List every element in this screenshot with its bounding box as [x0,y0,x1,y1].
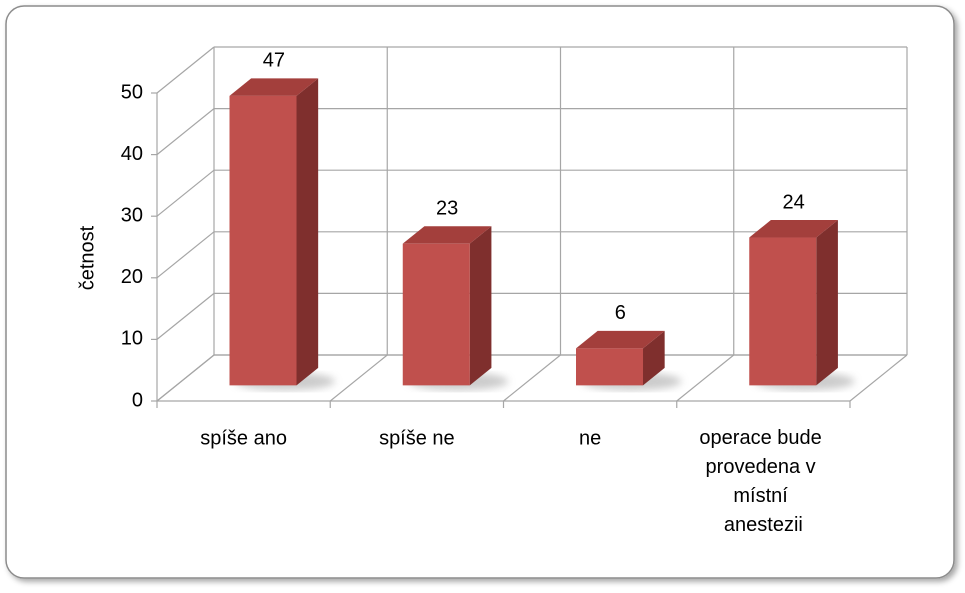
y-tick-label: 40 [121,143,143,165]
floor-line [676,354,735,402]
data-label: 23 [436,197,458,219]
bar-top [576,330,665,349]
y-tick-label: 50 [121,81,143,103]
bar-side [643,330,665,386]
bar-side [296,78,319,386]
grid-line [156,46,215,94]
bar-top [402,226,492,244]
grid-line [156,108,215,156]
x-tick-label: spíše ano [200,427,287,449]
bar-top [749,220,838,238]
bar [576,348,644,386]
data-label: 47 [263,50,285,72]
floor-line [503,354,561,402]
y-tick-label: 0 [132,389,143,411]
x-tick-label: operace bude provedena v místní anestezi… [699,427,827,536]
x-tick-label: ne [579,427,601,449]
floor-line [329,354,388,402]
bar-side [469,226,492,386]
y-tick-label: 20 [121,266,143,288]
bar-side [816,220,838,386]
grid-line [156,169,215,217]
data-label: 6 [615,302,626,324]
bar [749,237,817,386]
bar [402,243,470,386]
bar [229,95,297,386]
data-label: 24 [782,191,804,213]
bar-top [229,78,319,96]
x-tick-label: spíše ne [379,427,455,449]
y-tick-label: 30 [121,204,143,226]
y-axis-title: četnost [76,225,98,290]
grid-line [156,292,215,340]
floor-line [849,354,908,402]
y-tick-label: 10 [121,328,143,350]
grid-line [156,354,215,402]
grid-line [156,231,215,279]
